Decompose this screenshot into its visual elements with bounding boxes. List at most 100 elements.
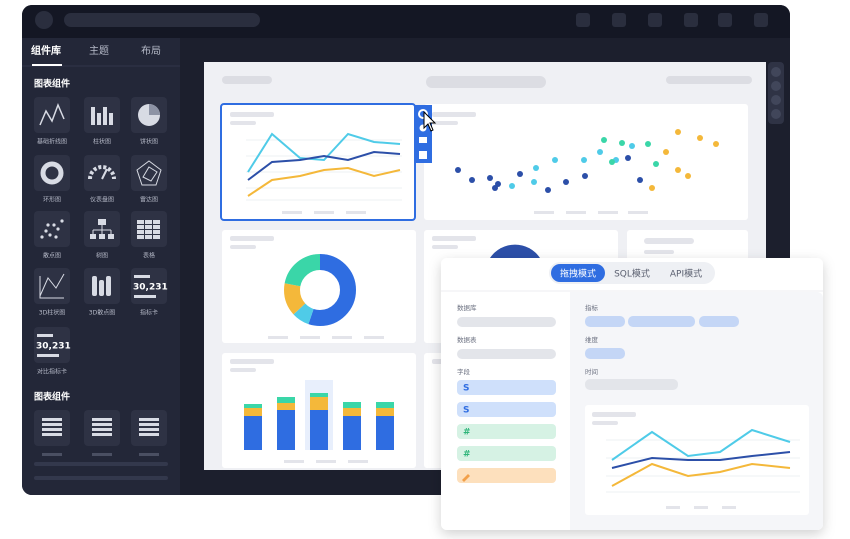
decor-circle bbox=[619, 140, 625, 146]
field-label: 维度 bbox=[585, 335, 599, 344]
component-item[interactable]: 仪表盘图 bbox=[84, 155, 120, 204]
component-item[interactable] bbox=[131, 410, 167, 456]
mode-tab[interactable]: SQL模式 bbox=[614, 268, 650, 280]
tool-button[interactable] bbox=[754, 13, 768, 27]
component-label: 对比指标卡 bbox=[37, 368, 67, 376]
icon-shape bbox=[134, 275, 150, 278]
card[interactable] bbox=[222, 230, 416, 343]
component-label: 饼状图 bbox=[140, 138, 158, 146]
decor-circle bbox=[685, 173, 691, 179]
decor-rect bbox=[644, 250, 674, 254]
delete-icon[interactable] bbox=[419, 151, 427, 159]
component-item[interactable]: 30,231 对比指标卡 bbox=[34, 327, 71, 376]
sidebar-tab[interactable]: 主题 bbox=[89, 45, 109, 57]
icon-shape bbox=[88, 165, 116, 180]
component-label bbox=[139, 453, 159, 456]
section-title: 图表组件 bbox=[34, 391, 70, 403]
lock-icon[interactable] bbox=[419, 137, 427, 143]
component-label bbox=[92, 453, 112, 456]
tool-button[interactable] bbox=[648, 13, 662, 27]
database-select[interactable] bbox=[457, 317, 556, 327]
decor-rect bbox=[244, 408, 262, 416]
tool-button[interactable] bbox=[718, 13, 732, 27]
tool-button[interactable] bbox=[684, 13, 698, 27]
icon-shape bbox=[37, 354, 59, 357]
dimension-chip[interactable] bbox=[585, 348, 625, 359]
decor-rect bbox=[230, 112, 274, 117]
field-chip[interactable] bbox=[457, 468, 556, 483]
decor-circle bbox=[545, 187, 551, 193]
icon-shape bbox=[90, 234, 96, 239]
toolbar-buttons bbox=[576, 13, 768, 27]
component-item[interactable]: 表格 bbox=[131, 211, 167, 260]
card-placeholders bbox=[230, 112, 694, 372]
decor-g bbox=[244, 393, 394, 408]
decor-polyline bbox=[611, 451, 791, 469]
decor-g bbox=[534, 211, 648, 214]
field-chip[interactable] bbox=[457, 446, 556, 461]
decor-rect bbox=[566, 211, 586, 214]
decor-rect bbox=[310, 410, 328, 450]
icon-shape bbox=[40, 161, 64, 185]
decor-circle bbox=[563, 179, 569, 185]
component-item[interactable]: 3D柱状图 bbox=[34, 268, 70, 317]
tool-button[interactable] bbox=[612, 13, 626, 27]
mode-tab[interactable]: API模式 bbox=[670, 268, 702, 280]
icon-shape bbox=[92, 276, 97, 296]
component-item[interactable] bbox=[84, 410, 120, 456]
component-item[interactable] bbox=[34, 410, 70, 456]
decor-rect bbox=[644, 238, 694, 244]
icon-shape bbox=[139, 428, 159, 431]
field-chip[interactable] bbox=[457, 402, 556, 417]
component-label: 雷达图 bbox=[140, 196, 158, 204]
metric-chip[interactable] bbox=[628, 316, 695, 327]
component-item[interactable]: 饼状图 bbox=[131, 97, 167, 146]
component-item[interactable]: 柱状图 bbox=[84, 97, 120, 146]
search-bar[interactable] bbox=[64, 13, 260, 27]
field-label: 数据库 bbox=[457, 303, 477, 312]
icon-shape bbox=[149, 104, 160, 115]
section-title: 图表组件 bbox=[34, 78, 70, 90]
icon-shape bbox=[48, 233, 52, 237]
decor-circle bbox=[629, 143, 635, 149]
mode-tab[interactable]: 拖拽模式 bbox=[560, 268, 596, 280]
field-chip[interactable] bbox=[457, 424, 556, 439]
component-item[interactable]: 树图 bbox=[84, 211, 120, 260]
component-item[interactable]: 3D散点图 bbox=[84, 268, 120, 317]
component-item[interactable]: 雷达图 bbox=[131, 155, 167, 204]
decor-circle bbox=[552, 157, 558, 163]
field-chip[interactable] bbox=[457, 380, 556, 395]
decor-rect bbox=[432, 112, 476, 117]
field-type: S bbox=[463, 384, 469, 394]
sidebar-tab[interactable]: 组件库 bbox=[31, 44, 61, 57]
icon-shape bbox=[56, 227, 60, 231]
tool-button[interactable] bbox=[576, 13, 590, 27]
decor-polyline bbox=[611, 428, 791, 461]
metric-chip[interactable] bbox=[585, 316, 625, 327]
icon-shape bbox=[92, 423, 112, 426]
decor-rect bbox=[284, 460, 304, 463]
active-tab[interactable] bbox=[551, 264, 605, 282]
decor-rect bbox=[300, 336, 320, 339]
icon-shape bbox=[139, 423, 159, 426]
decor-circle bbox=[582, 173, 588, 179]
decor-circle bbox=[469, 177, 475, 183]
icon-shape bbox=[39, 276, 64, 299]
component-item[interactable]: 散点图 bbox=[34, 211, 70, 260]
time-field[interactable] bbox=[585, 379, 678, 390]
decor-g bbox=[601, 137, 659, 167]
sidebar-tab[interactable]: 布局 bbox=[141, 45, 161, 57]
icon-shape bbox=[139, 418, 159, 421]
settings-icon[interactable] bbox=[418, 109, 428, 119]
table-select[interactable] bbox=[457, 349, 556, 359]
component-item[interactable]: 30,231 指标卡 bbox=[131, 268, 168, 317]
component-item[interactable]: 基础折线图 bbox=[34, 97, 70, 146]
decor-rect bbox=[592, 421, 618, 425]
decor-rect bbox=[628, 211, 648, 214]
decor-polyline bbox=[247, 132, 401, 173]
metric-chip[interactable] bbox=[699, 316, 739, 327]
component-tile bbox=[131, 155, 167, 191]
icon-shape bbox=[44, 229, 48, 233]
component-item[interactable]: 环形图 bbox=[34, 155, 70, 204]
